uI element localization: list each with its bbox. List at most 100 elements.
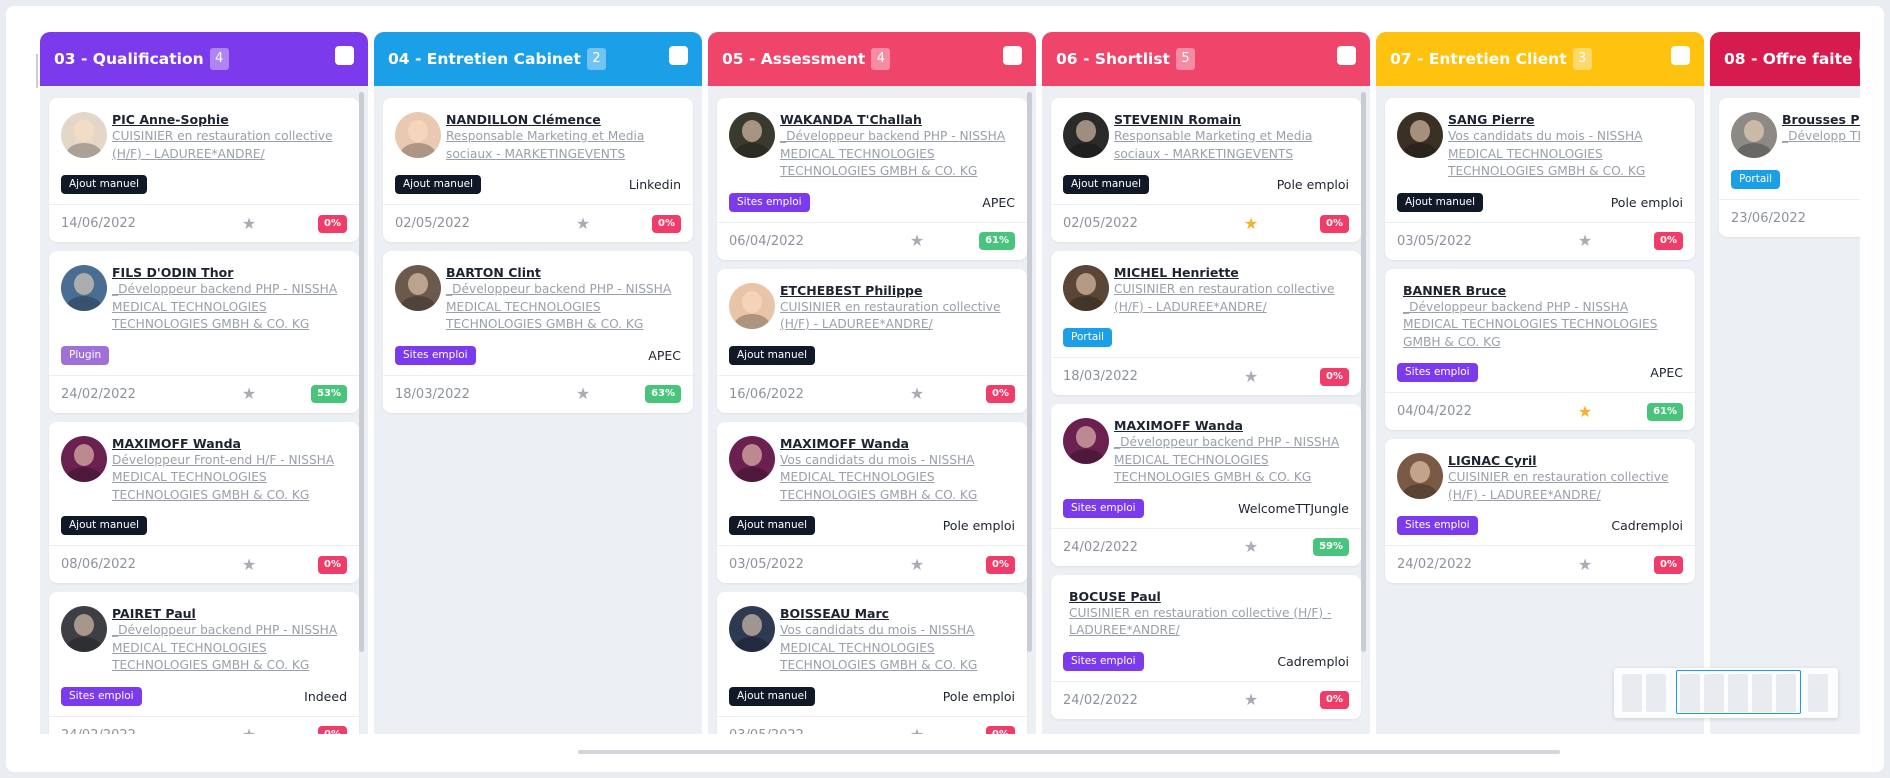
job-offer-link[interactable]: _Développ TECHNOLOGI TECHNOLOG bbox=[1782, 129, 1860, 143]
column-select-checkbox[interactable] bbox=[1671, 46, 1690, 65]
candidate-card[interactable]: Brousses Pe _Développ TECHNOLOGI TECHNOLO… bbox=[1719, 98, 1860, 237]
candidate-name-link[interactable]: SANG Pierre bbox=[1448, 112, 1535, 127]
job-offer-link[interactable]: CUISINIER en restauration collective (H/… bbox=[780, 299, 1001, 332]
candidate-card[interactable]: BOCUSE Paul CUISINIER en restauration col… bbox=[1051, 574, 1361, 719]
candidate-name-link[interactable]: PAIRET Paul bbox=[112, 606, 196, 621]
column-title: 04 - Entretien Cabinet bbox=[388, 50, 581, 68]
job-offer-link[interactable]: Vos candidats du mois - NISSHA MEDICAL T… bbox=[780, 623, 978, 672]
job-offer-link[interactable]: CUISINIER en restauration collective (H/… bbox=[112, 129, 333, 161]
board-minimap[interactable] bbox=[1614, 668, 1838, 718]
job-offer-link[interactable]: _Développeur backend PHP - NISSHA MEDICA… bbox=[780, 129, 1006, 178]
candidate-name-link[interactable]: ETCHEBEST Philippe bbox=[780, 282, 923, 298]
minimap-viewport[interactable] bbox=[1676, 670, 1801, 714]
column-select-checkbox[interactable] bbox=[335, 46, 354, 65]
star-icon[interactable]: ★ bbox=[241, 213, 257, 233]
candidate-card[interactable]: WAKANDA T'Challah _Développeur backend PH… bbox=[717, 98, 1027, 260]
star-icon[interactable]: ★ bbox=[909, 231, 925, 250]
kanban-column: 04 - Entretien Cabinet 2 NANDILLON Clémenc… bbox=[374, 32, 702, 734]
candidate-name-link[interactable]: MICHEL Henriette bbox=[1114, 265, 1239, 280]
candidate-card[interactable]: SANG Pierre Vos candidats du mois - NISSH… bbox=[1385, 98, 1695, 260]
horizontal-scrollbar[interactable] bbox=[578, 750, 1560, 754]
candidate-name-link[interactable]: MAXIMOFF Wanda bbox=[112, 435, 241, 451]
column-select-checkbox[interactable] bbox=[1337, 46, 1356, 65]
job-offer-link[interactable]: Responsable Marketing et Media sociaux -… bbox=[446, 129, 645, 161]
column-scrollbar[interactable] bbox=[1027, 92, 1032, 652]
candidate-name-link[interactable]: Brousses Pe bbox=[1782, 112, 1860, 127]
job-offer-link[interactable]: Responsable Marketing et Media sociaux -… bbox=[1114, 129, 1313, 161]
origin-badge: Portail bbox=[1731, 170, 1781, 189]
candidate-name-link[interactable]: BOISSEAU Marc bbox=[780, 606, 890, 621]
minimap-column bbox=[1680, 674, 1700, 712]
candidate-name-link[interactable]: BANNER Bruce bbox=[1403, 282, 1507, 298]
star-icon[interactable]: ★ bbox=[1577, 231, 1593, 250]
candidate-name-link[interactable]: MAXIMOFF Wanda bbox=[1114, 418, 1243, 433]
match-score-badge: 59% bbox=[1313, 538, 1349, 556]
column-title: 06 - Shortlist bbox=[1056, 50, 1170, 68]
star-icon[interactable]: ★ bbox=[909, 384, 925, 403]
candidate-name-link[interactable]: BOCUSE Paul bbox=[1069, 588, 1161, 604]
candidate-card[interactable]: LIGNAC Cyril CUISINIER en restauration co… bbox=[1385, 439, 1695, 583]
job-offer-link[interactable]: _Développeur backend PHP - NISSHA MEDICA… bbox=[112, 282, 338, 331]
candidate-card[interactable]: MAXIMOFF Wanda Vos candidats du mois - NI… bbox=[717, 421, 1027, 583]
star-icon[interactable]: ★ bbox=[1243, 690, 1259, 709]
candidate-name-link[interactable]: WAKANDA T'Challah bbox=[780, 112, 922, 127]
star-icon[interactable]: ★ bbox=[1577, 401, 1593, 421]
job-offer-link[interactable]: CUISINIER en restauration collective (H/… bbox=[1114, 282, 1335, 314]
job-offer-link[interactable]: _Développeur backend PHP - NISSHA MEDICA… bbox=[446, 282, 672, 331]
job-offer-link[interactable]: Développeur Front-end H/F - NISSHA MEDIC… bbox=[112, 452, 335, 502]
star-icon[interactable]: ★ bbox=[575, 213, 591, 233]
column-select-checkbox[interactable] bbox=[669, 46, 688, 65]
job-offer-link[interactable]: _Développeur backend PHP - NISSHA MEDICA… bbox=[1403, 299, 1658, 349]
candidate-name-link[interactable]: BARTON Clint bbox=[446, 265, 541, 280]
candidate-card[interactable]: STEVENIN Romain Responsable Marketing et … bbox=[1051, 98, 1361, 242]
avatar bbox=[1731, 112, 1777, 158]
candidate-card[interactable]: BARTON Clint _Développeur backend PHP - N… bbox=[383, 251, 693, 413]
match-score-badge: 0% bbox=[1320, 691, 1349, 709]
star-icon[interactable]: ★ bbox=[239, 727, 259, 735]
avatar bbox=[395, 112, 441, 158]
candidate-name-link[interactable]: PIC Anne-Sophie bbox=[112, 112, 229, 127]
origin-badge: Sites emploi bbox=[1397, 516, 1478, 535]
column-scrollbar[interactable] bbox=[359, 92, 364, 652]
star-icon[interactable]: ★ bbox=[241, 384, 257, 403]
job-offer-link[interactable]: CUISINIER en restauration collective (H/… bbox=[1069, 605, 1332, 638]
star-icon[interactable]: ★ bbox=[1243, 366, 1259, 386]
star-icon[interactable]: ★ bbox=[1243, 537, 1259, 556]
candidate-name-link[interactable]: LIGNAC Cyril bbox=[1448, 453, 1537, 468]
job-offer-link[interactable]: CUISINIER en restauration collective (H/… bbox=[1448, 470, 1669, 502]
card-date: 04/04/2022 bbox=[1397, 404, 1472, 419]
candidate-card[interactable]: ETCHEBEST Philippe CUISINIER en restaurat… bbox=[717, 268, 1027, 413]
job-offer-link[interactable]: Vos candidats du mois - NISSHA MEDICAL T… bbox=[1448, 129, 1646, 178]
page: 03 - Qualification 4 PIC Anne-Sophie CUISIN… bbox=[6, 6, 1884, 772]
job-offer-link[interactable]: _Développeur backend PHP - NISSHA MEDICA… bbox=[1114, 435, 1340, 484]
match-score-badge: 53% bbox=[311, 385, 347, 403]
column-title: 05 - Assessment bbox=[722, 50, 866, 68]
candidate-name-link[interactable]: MAXIMOFF Wanda bbox=[780, 435, 909, 451]
candidate-card[interactable]: MAXIMOFF Wanda _Développeur backend PHP -… bbox=[1051, 404, 1361, 566]
candidate-card[interactable]: MICHEL Henriette CUISINIER en restauratio… bbox=[1051, 251, 1361, 395]
candidate-card[interactable]: PAIRET Paul _Développeur backend PHP - NI… bbox=[49, 592, 359, 734]
star-icon[interactable]: ★ bbox=[1577, 554, 1593, 574]
avatar bbox=[1397, 112, 1443, 158]
job-offer-link[interactable]: Vos candidats du mois - NISSHA MEDICAL T… bbox=[780, 452, 978, 502]
star-icon[interactable]: ★ bbox=[907, 727, 927, 735]
match-score-badge: 0% bbox=[1654, 555, 1683, 574]
column-scrollbar[interactable] bbox=[1361, 92, 1366, 652]
candidate-name-link[interactable]: FILS D'ODIN Thor bbox=[112, 265, 234, 280]
card-date: 08/06/2022 bbox=[61, 557, 136, 572]
candidate-card[interactable]: FILS D'ODIN Thor _Développeur backend PHP… bbox=[49, 251, 359, 413]
avatar bbox=[61, 112, 107, 158]
candidate-card[interactable]: BANNER Bruce _Développeur backend PHP - N… bbox=[1385, 268, 1695, 430]
candidate-card[interactable]: BOISSEAU Marc Vos candidats du mois - NIS… bbox=[717, 592, 1027, 734]
candidate-card[interactable]: PIC Anne-Sophie CUISINIER en restauration… bbox=[49, 98, 359, 242]
star-icon[interactable]: ★ bbox=[575, 384, 591, 403]
candidate-name-link[interactable]: STEVENIN Romain bbox=[1114, 112, 1242, 127]
candidate-name-link[interactable]: NANDILLON Clémence bbox=[446, 112, 601, 127]
star-icon[interactable]: ★ bbox=[909, 554, 925, 574]
star-icon[interactable]: ★ bbox=[241, 554, 257, 574]
column-select-checkbox[interactable] bbox=[1003, 46, 1022, 65]
candidate-card[interactable]: NANDILLON Clémence Responsable Marketing … bbox=[383, 98, 693, 242]
candidate-card[interactable]: MAXIMOFF Wanda Développeur Front-end H/F … bbox=[49, 421, 359, 583]
job-offer-link[interactable]: _Développeur backend PHP - NISSHA MEDICA… bbox=[112, 623, 338, 672]
star-icon[interactable]: ★ bbox=[1243, 213, 1259, 233]
